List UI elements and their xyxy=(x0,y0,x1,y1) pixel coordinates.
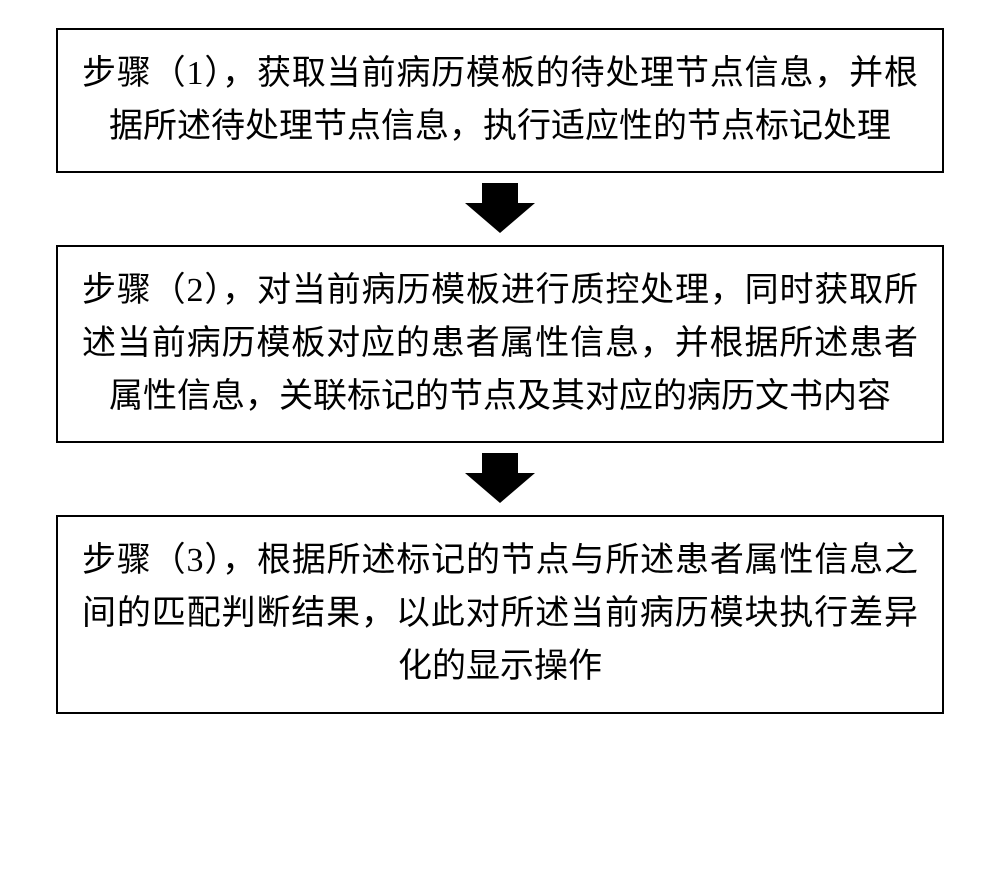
flowchart-step-1: 步骤（1），获取当前病历模板的待处理节点信息，并根据所述待处理节点信息，执行适应… xyxy=(56,28,944,173)
step-2-text: 步骤（2），对当前病历模板进行质控处理，同时获取所述当前病历模板对应的患者属性信… xyxy=(82,265,918,423)
step-3-text: 步骤（3），根据所述标记的节点与所述患者属性信息之间的匹配判断结果，以此对所述当… xyxy=(82,535,918,693)
flowchart-step-2: 步骤（2），对当前病历模板进行质控处理，同时获取所述当前病历模板对应的患者属性信… xyxy=(56,245,944,443)
flowchart-step-3: 步骤（3），根据所述标记的节点与所述患者属性信息之间的匹配判断结果，以此对所述当… xyxy=(56,515,944,713)
down-arrow-icon xyxy=(480,183,520,231)
step-1-text: 步骤（1），获取当前病历模板的待处理节点信息，并根据所述待处理节点信息，执行适应… xyxy=(82,48,918,153)
arrow-1-to-2 xyxy=(480,183,520,231)
down-arrow-icon xyxy=(480,453,520,501)
arrow-2-to-3 xyxy=(480,453,520,501)
